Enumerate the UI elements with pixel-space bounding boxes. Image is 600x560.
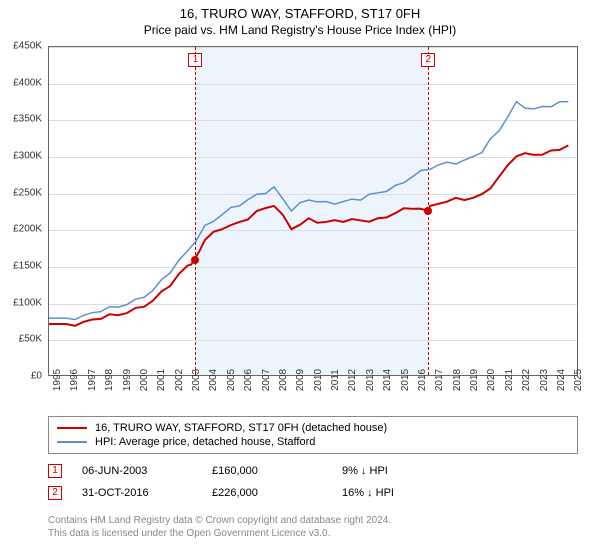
footer-line: This data is licensed under the Open Gov…	[48, 527, 578, 540]
sales-table: 1 06-JUN-2003 £160,000 9% ↓ HPI 2 31-OCT…	[48, 460, 578, 504]
plot-area: 12	[48, 46, 578, 376]
footer-line: Contains HM Land Registry data © Crown c…	[48, 514, 578, 527]
y-tick-label: £50K	[19, 334, 42, 345]
series-property_price	[49, 145, 568, 325]
sale-diff: 9% ↓ HPI	[342, 465, 452, 477]
y-tick-label: £450K	[13, 41, 42, 52]
legend: 16, TRURO WAY, STAFFORD, ST17 0FH (detac…	[48, 416, 578, 454]
sale-marker-badge: 2	[421, 53, 435, 67]
sale-date: 06-JUN-2003	[82, 465, 192, 477]
sale-number-badge: 2	[48, 486, 62, 500]
sale-marker-badge: 1	[188, 53, 202, 67]
sale-marker-dot	[191, 256, 199, 264]
series-lines	[49, 47, 577, 375]
sale-row: 2 31-OCT-2016 £226,000 16% ↓ HPI	[48, 482, 578, 504]
sale-price: £160,000	[212, 465, 322, 477]
y-tick-label: £200K	[13, 224, 42, 235]
series-hpi	[49, 102, 568, 320]
chart-container: 16, TRURO WAY, STAFFORD, ST17 0FH Price …	[0, 0, 600, 560]
chart-title: 16, TRURO WAY, STAFFORD, ST17 0FH	[0, 0, 600, 21]
sale-marker-dot	[424, 207, 432, 215]
sale-diff: 16% ↓ HPI	[342, 487, 452, 499]
y-axis-labels: £0£50K£100K£150K£200K£250K£300K£350K£400…	[0, 46, 46, 376]
y-tick-label: £300K	[13, 151, 42, 162]
legend-label: HPI: Average price, detached house, Staf…	[95, 436, 315, 448]
y-tick-label: £400K	[13, 77, 42, 88]
sale-price: £226,000	[212, 487, 322, 499]
legend-swatch	[57, 441, 87, 443]
legend-swatch	[57, 427, 87, 429]
y-tick-label: £250K	[13, 187, 42, 198]
y-tick-label: £350K	[13, 114, 42, 125]
y-tick-label: £100K	[13, 297, 42, 308]
legend-item: HPI: Average price, detached house, Staf…	[57, 435, 569, 449]
chart-subtitle: Price paid vs. HM Land Registry's House …	[0, 21, 600, 37]
legend-label: 16, TRURO WAY, STAFFORD, ST17 0FH (detac…	[95, 422, 387, 434]
sale-date: 31-OCT-2016	[82, 487, 192, 499]
sale-row: 1 06-JUN-2003 £160,000 9% ↓ HPI	[48, 460, 578, 482]
footer-attribution: Contains HM Land Registry data © Crown c…	[48, 514, 578, 540]
y-tick-label: £0	[31, 371, 42, 382]
sale-number-badge: 1	[48, 464, 62, 478]
y-tick-label: £150K	[13, 261, 42, 272]
legend-item: 16, TRURO WAY, STAFFORD, ST17 0FH (detac…	[57, 421, 569, 435]
x-axis-labels: 1995199619971998199920002001200220032004…	[48, 378, 578, 418]
